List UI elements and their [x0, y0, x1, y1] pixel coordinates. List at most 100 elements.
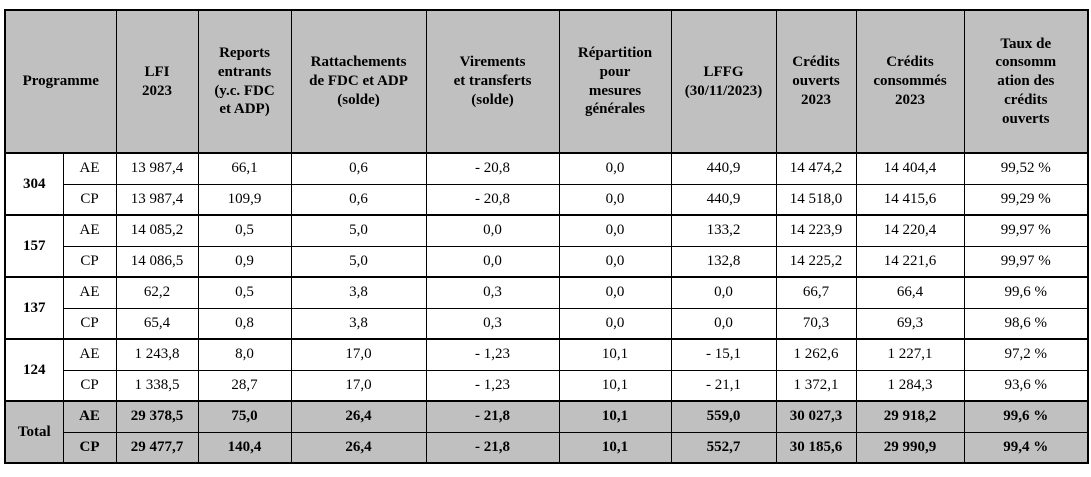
value-cell: 0,0 — [670, 307, 777, 340]
total-row: Total AE 29 378,5 75,0 26,4 - 21,8 10,1 … — [4, 400, 1089, 464]
value-cell: 5,0 — [290, 245, 427, 278]
value-cell: 99,6 % — [963, 276, 1089, 309]
value-cell: 29 477,7 — [115, 431, 199, 464]
table-header: Programme LFI 2023 Reports entrants (y.c… — [4, 9, 1089, 154]
header-lfi-2023: LFI 2023 — [115, 9, 199, 154]
value-cell: 70,3 — [775, 307, 857, 340]
value-cell: 26,4 — [290, 431, 427, 464]
value-cell: 97,2 % — [963, 338, 1089, 371]
value-cell: 93,6 % — [963, 369, 1089, 402]
credit-type-cell: CP — [62, 183, 117, 216]
value-cell: 99,6 % — [963, 400, 1089, 433]
value-cell: 440,9 — [670, 152, 777, 185]
value-cell: 99,29 % — [963, 183, 1089, 216]
header-programme: Programme — [4, 9, 117, 154]
header-taux-consommation: Taux de consomm ation des crédits ouvert… — [963, 9, 1089, 154]
value-cell: 28,7 — [197, 369, 292, 402]
value-cell: 0,0 — [558, 183, 672, 216]
credit-type-cell: AE — [62, 152, 117, 185]
header-credits-ouverts: Crédits ouverts 2023 — [775, 9, 857, 154]
value-cell: 66,1 — [197, 152, 292, 185]
value-cell: 14 223,9 — [775, 214, 857, 247]
credits-table: Programme LFI 2023 Reports entrants (y.c… — [4, 9, 1090, 464]
table-row: CP 65,4 0,8 3,8 0,3 0,0 0,0 70,3 69,3 98… — [5, 307, 1089, 340]
credit-type-cell: CP — [62, 245, 117, 278]
header-rattachements: Rattachements de FDC et ADP (solde) — [290, 9, 427, 154]
value-cell: 99,97 % — [963, 245, 1089, 278]
value-cell: 0,5 — [197, 276, 292, 309]
value-cell: 30 027,3 — [775, 400, 857, 433]
credit-type-cell: CP — [62, 431, 117, 464]
header-row: Programme LFI 2023 Reports entrants (y.c… — [4, 9, 1089, 154]
value-cell: 0,0 — [670, 276, 777, 309]
value-cell: 98,6 % — [963, 307, 1089, 340]
value-cell: 0,0 — [558, 245, 672, 278]
value-cell: 0,0 — [425, 214, 560, 247]
value-cell: 14 404,4 — [855, 152, 965, 185]
header-lffg: LFFG (30/11/2023) — [670, 9, 777, 154]
total-row: CP 29 477,7 140,4 26,4 - 21,8 10,1 552,7… — [5, 431, 1089, 464]
value-cell: 30 185,6 — [775, 431, 857, 464]
value-cell: 26,4 — [290, 400, 427, 433]
credit-type-cell: CP — [62, 369, 117, 402]
value-cell: 132,8 — [670, 245, 777, 278]
value-cell: 0,0 — [558, 276, 672, 309]
credit-type-cell: AE — [62, 214, 117, 247]
total-label-cell: Total — [4, 400, 64, 464]
value-cell: 0,5 — [197, 214, 292, 247]
program-cell: 124 — [4, 338, 64, 402]
value-cell: 14 086,5 — [115, 245, 199, 278]
table-row: 124 AE 1 243,8 8,0 17,0 - 1,23 10,1 - 15… — [4, 338, 1089, 402]
header-credits-consommes: Crédits consommés 2023 — [855, 9, 965, 154]
table-row: 137 AE 62,2 0,5 3,8 0,3 0,0 0,0 66,7 66,… — [4, 276, 1089, 340]
credit-type-cell: CP — [62, 307, 117, 340]
value-cell: 29 378,5 — [115, 400, 199, 433]
table-row: 157 AE 14 085,2 0,5 5,0 0,0 0,0 133,2 14… — [4, 214, 1089, 278]
value-cell: - 20,8 — [425, 183, 560, 216]
value-cell: 10,1 — [558, 431, 672, 464]
value-cell: 3,8 — [290, 276, 427, 309]
value-cell: 14 085,2 — [115, 214, 199, 247]
value-cell: - 1,23 — [425, 338, 560, 371]
value-cell: 440,9 — [670, 183, 777, 216]
value-cell: 10,1 — [558, 369, 672, 402]
value-cell: 140,4 — [197, 431, 292, 464]
value-cell: 5,0 — [290, 214, 427, 247]
value-cell: 14 225,2 — [775, 245, 857, 278]
value-cell: 0,8 — [197, 307, 292, 340]
program-cell: 304 — [4, 152, 64, 216]
value-cell: 1 243,8 — [115, 338, 199, 371]
value-cell: 0,0 — [558, 214, 672, 247]
value-cell: 0,3 — [425, 276, 560, 309]
value-cell: 29 918,2 — [855, 400, 965, 433]
value-cell: 13 987,4 — [115, 152, 199, 185]
value-cell: 0,0 — [425, 245, 560, 278]
header-reports-entrants: Reports entrants (y.c. FDC et ADP) — [197, 9, 292, 154]
value-cell: 0,0 — [558, 307, 672, 340]
value-cell: - 1,23 — [425, 369, 560, 402]
value-cell: 13 987,4 — [115, 183, 199, 216]
value-cell: 3,8 — [290, 307, 427, 340]
value-cell: 10,1 — [558, 338, 672, 371]
value-cell: 0,6 — [290, 152, 427, 185]
value-cell: 133,2 — [670, 214, 777, 247]
table-row: 304 AE 13 987,4 66,1 0,6 - 20,8 0,0 440,… — [4, 152, 1089, 216]
value-cell: 66,7 — [775, 276, 857, 309]
value-cell: 66,4 — [855, 276, 965, 309]
value-cell: 99,4 % — [963, 431, 1089, 464]
program-cell: 137 — [4, 276, 64, 340]
header-repartition: Répartition pour mesures générales — [558, 9, 672, 154]
value-cell: 29 990,9 — [855, 431, 965, 464]
value-cell: 10,1 — [558, 400, 672, 433]
value-cell: - 20,8 — [425, 152, 560, 185]
value-cell: 552,7 — [670, 431, 777, 464]
value-cell: 109,9 — [197, 183, 292, 216]
value-cell: 99,52 % — [963, 152, 1089, 185]
value-cell: 0,6 — [290, 183, 427, 216]
value-cell: 0,9 — [197, 245, 292, 278]
credit-type-cell: AE — [62, 338, 117, 371]
value-cell: 0,3 — [425, 307, 560, 340]
value-cell: 14 474,2 — [775, 152, 857, 185]
value-cell: 1 284,3 — [855, 369, 965, 402]
